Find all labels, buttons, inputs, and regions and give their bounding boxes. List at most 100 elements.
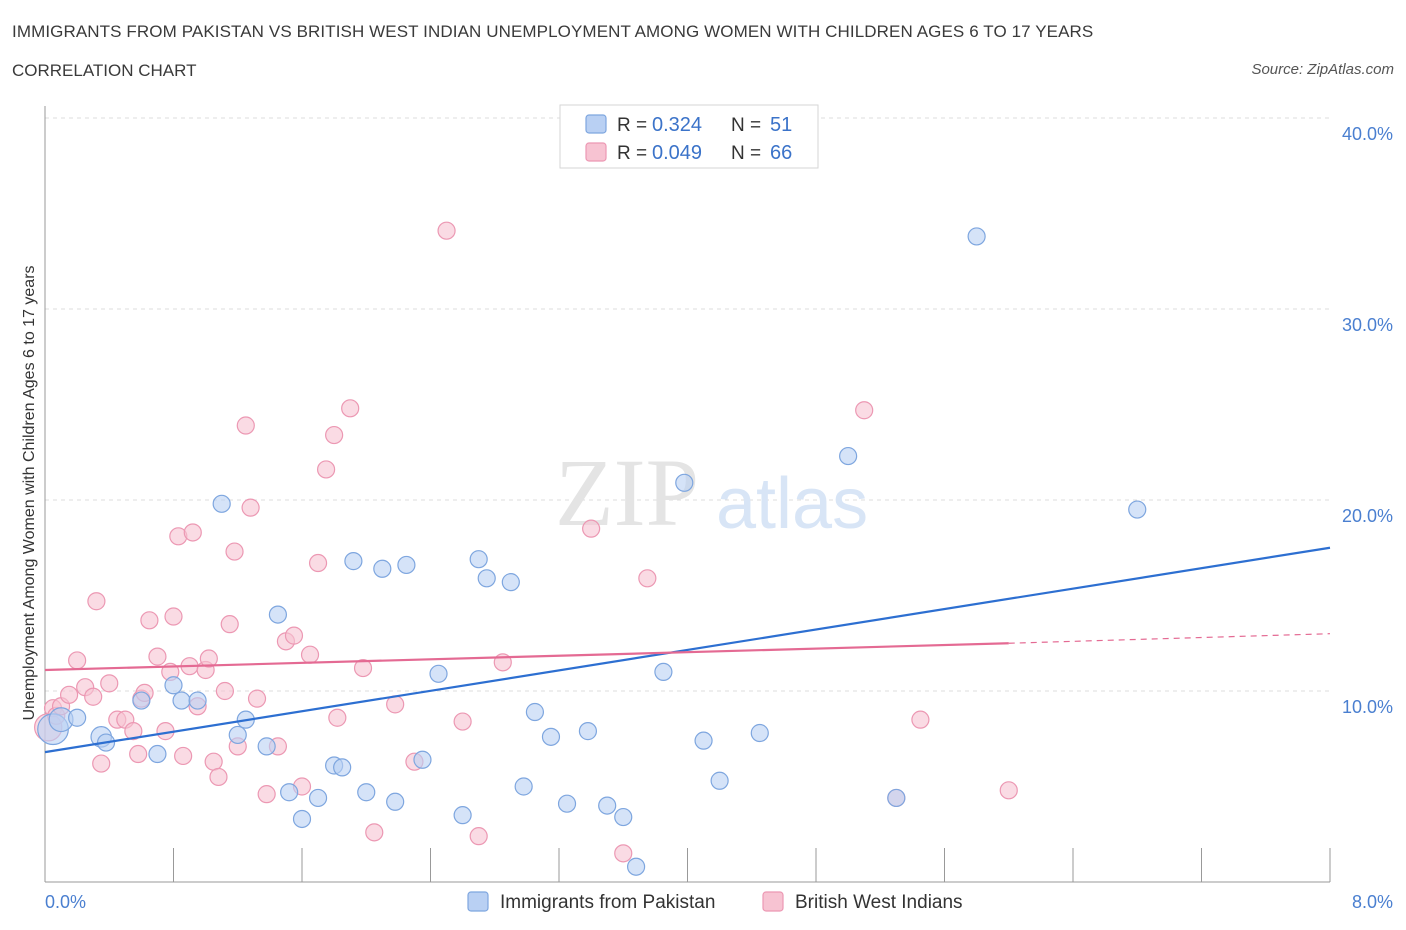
legend-swatch-pink (585, 142, 607, 162)
pak-point-33 (541, 727, 561, 746)
pak-point-45 (887, 788, 906, 808)
series-british-west-indians (34, 221, 1018, 863)
pak-point-39 (654, 662, 673, 682)
pak-point-20 (344, 552, 363, 571)
bwi-point-28 (199, 649, 218, 668)
y-tick-label-30: 30.0% (1342, 315, 1393, 335)
tick-labels: 10.0% 20.0% 30.0% 40.0% 0.0% 8.0% (45, 124, 1393, 912)
bwi-point-59 (638, 569, 657, 588)
legend-n-label-pink: N = (731, 143, 761, 164)
pak-point-10 (212, 494, 231, 513)
pak-point-6 (148, 744, 167, 764)
y-tick-label-20: 20.0% (1342, 506, 1393, 526)
pak-point-15 (280, 783, 299, 802)
pak-point-32 (525, 702, 545, 722)
pak-point-2 (68, 708, 87, 727)
pak-point-26 (429, 664, 448, 683)
bwi-point-45 (316, 460, 336, 479)
bwi-point-47 (328, 708, 347, 727)
bottom-legend-swatch-blue (467, 891, 489, 912)
pak-point-14 (268, 605, 288, 624)
bwi-point-41 (284, 626, 304, 645)
pak-point-19 (333, 758, 352, 777)
bottom-legend-label-pink: British West Indians (795, 892, 963, 913)
legend-r-label-pink: R = (617, 143, 647, 164)
bwi-point-32 (220, 615, 239, 634)
bwi-point-49 (353, 658, 373, 678)
bwi-point-17 (140, 611, 159, 630)
pak-point-46 (967, 227, 986, 246)
legend-swatch-blue (585, 114, 607, 134)
legend-r-value-pink: 0.049 (652, 142, 702, 164)
axes (44, 106, 1331, 883)
bwi-point-31 (215, 681, 234, 701)
bwi-point-48 (341, 399, 360, 418)
bwi-point-29 (204, 752, 223, 771)
bwi-point-8 (87, 592, 106, 611)
pak-point-38 (626, 857, 646, 876)
legend-n-value-blue: 51 (770, 114, 792, 136)
pak-point-24 (397, 555, 416, 575)
pak-point-34 (557, 794, 577, 813)
bwi-point-4 (59, 685, 79, 704)
pak-point-11 (228, 725, 247, 745)
x-tick-label-min: 0.0% (45, 892, 86, 912)
bwi-point-38 (257, 785, 276, 804)
trend-line-bwi-dashed (1008, 633, 1331, 644)
pak-point-37 (614, 807, 633, 827)
chart-subtitle: CORRELATION CHART (12, 61, 197, 80)
bwi-point-25 (183, 523, 202, 542)
pak-point-42 (710, 771, 729, 790)
pak-point-27 (453, 806, 472, 825)
pak-point-9 (188, 691, 207, 710)
legend-r-label-blue: R = (617, 115, 647, 136)
pak-point-36 (598, 796, 617, 815)
pak-point-13 (257, 737, 276, 756)
bwi-point-36 (241, 498, 260, 517)
bwi-point-54 (453, 712, 472, 731)
bottom-legend: Immigrants from Pakistan British West Ind… (467, 891, 963, 913)
chart-title: IMMIGRANTS FROM PAKISTAN VS BRITISH WEST… (12, 22, 1094, 41)
pak-point-30 (501, 573, 520, 592)
bwi-point-10 (100, 674, 119, 693)
bwi-point-50 (365, 823, 384, 842)
bwi-point-23 (174, 746, 193, 766)
bwi-point-13 (124, 722, 143, 741)
pak-point-28 (469, 550, 488, 569)
pak-point-47 (1128, 500, 1147, 519)
trend-line-pakistan (44, 546, 1331, 754)
bwi-point-5 (68, 651, 87, 670)
y-axis-label: Unemployment Among Women with Children A… (21, 265, 38, 720)
bottom-legend-label-blue: Immigrants from Pakistan (500, 892, 715, 913)
bwi-point-21 (164, 607, 183, 626)
bwi-point-9 (92, 754, 111, 773)
legend-box: R = 0.324 N = 51 R = 0.049 N = 66 (559, 104, 819, 169)
bwi-point-58 (614, 844, 633, 863)
pak-point-8 (172, 691, 191, 710)
bwi-point-7 (84, 687, 103, 706)
bwi-point-62 (911, 710, 930, 729)
pak-point-16 (292, 809, 312, 829)
bwi-point-46 (325, 425, 344, 445)
pak-point-17 (308, 788, 328, 808)
pak-point-7 (164, 676, 183, 695)
bwi-point-53 (437, 221, 456, 240)
pak-point-23 (386, 792, 405, 811)
pak-point-25 (413, 750, 432, 769)
pak-point-41 (694, 731, 713, 750)
legend-n-label-blue: N = (731, 115, 761, 136)
source-credit: Source: ZipAtlas.com (1251, 61, 1394, 78)
legend-r-value-blue: 0.324 (652, 114, 702, 136)
legend-n-value-pink: 66 (770, 142, 792, 164)
bwi-point-43 (300, 645, 320, 664)
pak-point-22 (373, 559, 392, 578)
pak-point-21 (357, 783, 376, 802)
pak-point-5 (132, 691, 151, 710)
trend-line-bwi (44, 642, 1009, 672)
bwi-point-57 (582, 519, 601, 538)
bwi-point-60 (855, 401, 874, 420)
watermark: ZIP atlas (555, 439, 868, 546)
y-tick-label-10: 10.0% (1342, 697, 1393, 717)
grid-lines (45, 117, 1330, 692)
